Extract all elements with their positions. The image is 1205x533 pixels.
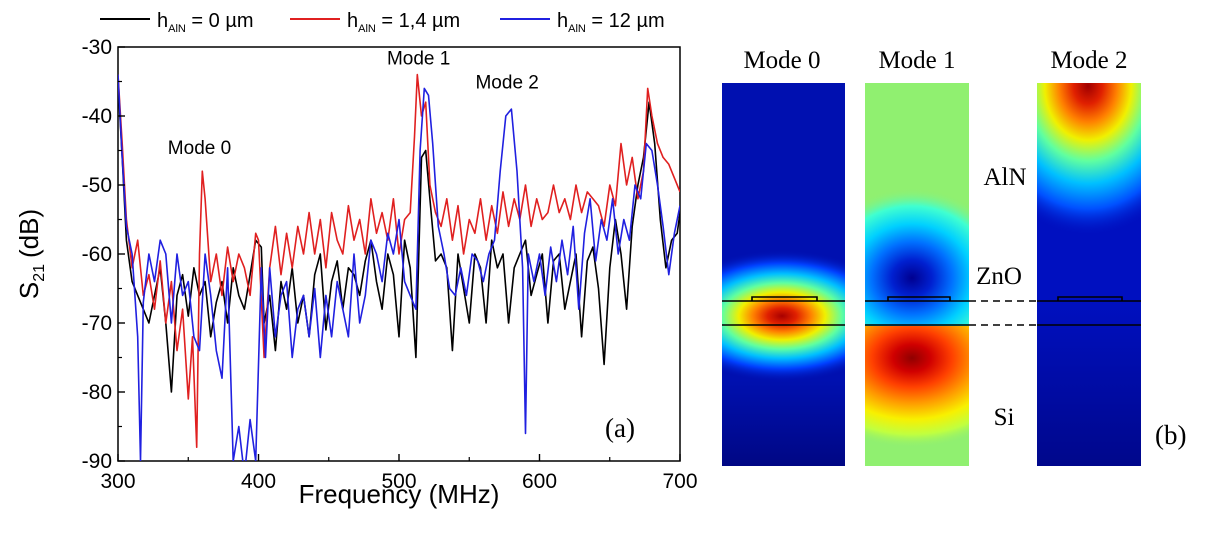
x-tick-label: 700 <box>662 470 697 493</box>
legend-label-1: hAlN = 1,4 µm <box>347 10 460 35</box>
mode-2-field <box>1037 83 1141 466</box>
mode-1-title: Mode 1 <box>878 47 955 74</box>
x-tick-label: 500 <box>381 470 416 493</box>
y-tick-label: -60 <box>82 243 112 266</box>
x-axis: 300 400 500 600 700 <box>100 454 698 493</box>
panel-label-a: (a) <box>605 413 635 443</box>
x-axis-label: Frequency (MHz) <box>299 479 500 509</box>
mode-0-field <box>722 83 845 466</box>
legend-label-0: hAlN = 0 µm <box>157 10 254 35</box>
y-axis: -90 -80 -70 -60 -50 -40 -30 <box>82 36 125 473</box>
x-tick-label: 400 <box>241 470 276 493</box>
layer-boundaries <box>722 296 1141 326</box>
series-group <box>118 73 680 461</box>
mode-0-title: Mode 0 <box>743 47 820 74</box>
layer-label-zno: ZnO <box>976 263 1022 290</box>
series-line-0 <box>118 81 680 393</box>
annotation-mode-2: Mode 2 <box>475 72 538 93</box>
y-tick-label: -80 <box>82 381 112 404</box>
y-tick-label: -90 <box>82 450 112 473</box>
series-line-1 <box>118 73 680 449</box>
legend: hAlN = 0 µm hAlN = 1,4 µm hAlN = 12 µm <box>100 10 665 35</box>
panel-b: Mode 0 Mode 1 Mode 2 <box>722 47 1186 466</box>
y-axis-label: S21(dB) <box>14 209 48 299</box>
panel-a: hAlN = 0 µm hAlN = 1,4 µm hAlN = 12 µm 3… <box>14 10 698 509</box>
x-tick-label: 300 <box>100 470 135 493</box>
legend-label-2: hAlN = 12 µm <box>557 10 665 35</box>
layer-label-si: Si <box>994 404 1015 431</box>
y-tick-label: -70 <box>82 312 112 335</box>
y-tick-label: -30 <box>82 36 112 59</box>
layer-label-aln: AlN <box>983 164 1026 191</box>
y-tick-label: -50 <box>82 174 112 197</box>
x-tick-label: 600 <box>522 470 557 493</box>
panel-label-b: (b) <box>1155 420 1186 450</box>
mode-2-title: Mode 2 <box>1050 47 1127 74</box>
series-line-2 <box>118 74 680 461</box>
annotations: Mode 0 Mode 1 Mode 2 <box>168 48 539 159</box>
annotation-mode-1: Mode 1 <box>387 48 450 69</box>
mode-1-field <box>865 83 969 466</box>
annotation-mode-0: Mode 0 <box>168 138 231 159</box>
y-tick-label: -40 <box>82 105 112 128</box>
